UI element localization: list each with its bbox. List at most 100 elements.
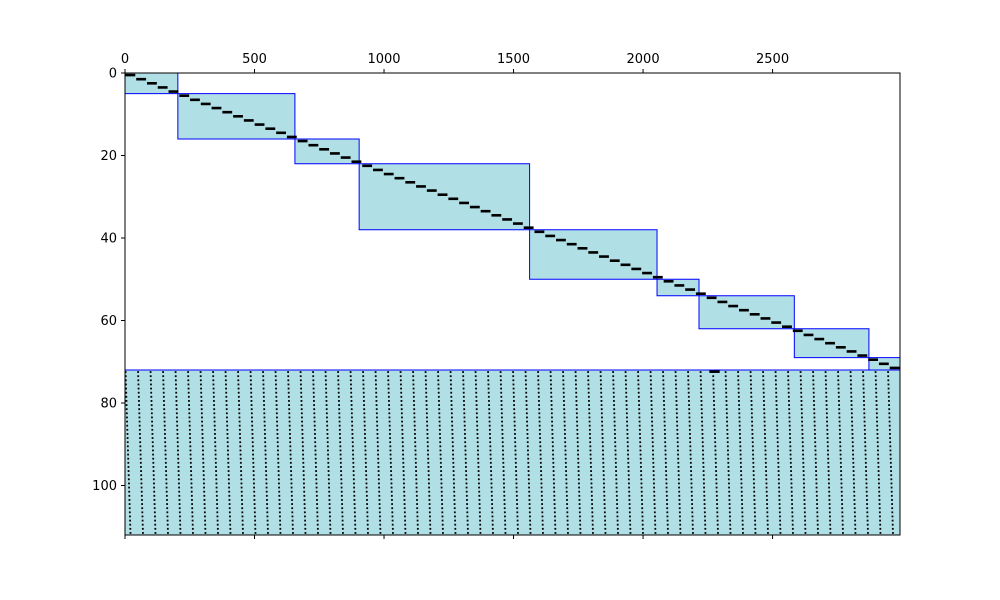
dense-entry — [453, 486, 455, 489]
dense-entry — [741, 503, 743, 505]
dense-entry — [264, 457, 267, 460]
dense-entry — [537, 383, 540, 386]
dense-entry — [741, 523, 744, 526]
dense-entry — [340, 474, 343, 477]
dense-entry — [888, 404, 890, 406]
dense-entry — [462, 387, 465, 390]
dense-entry — [489, 449, 492, 452]
dense-entry — [876, 428, 879, 431]
dense-entry — [316, 519, 319, 522]
dense-entry — [578, 507, 581, 510]
dense-entry — [353, 507, 356, 510]
dense-entry — [713, 408, 716, 411]
diagonal-entry — [620, 263, 631, 267]
dense-entry — [340, 466, 342, 468]
dense-entry — [666, 503, 668, 505]
dense-entry — [604, 532, 607, 534]
dense-entry — [462, 379, 465, 382]
dense-entry — [675, 408, 678, 411]
dense-entry — [579, 519, 581, 522]
dense-entry — [728, 482, 730, 485]
dense-entry — [364, 453, 367, 456]
dense-entry — [214, 441, 217, 444]
dense-entry — [279, 519, 281, 522]
dense-entry — [127, 461, 130, 464]
dense-entry — [262, 375, 265, 378]
dense-entry — [677, 474, 680, 477]
dense-entry — [538, 428, 541, 431]
dense-entry — [453, 494, 456, 497]
dense-entry — [641, 527, 644, 530]
dense-entry — [165, 470, 167, 472]
dense-entry — [490, 494, 493, 497]
dense-entry — [515, 466, 517, 468]
dense-entry — [513, 412, 516, 415]
dense-entry — [490, 470, 492, 472]
dense-entry — [312, 383, 315, 386]
diagonal-entry — [448, 197, 459, 201]
dense-entry — [326, 428, 329, 431]
dense-entry — [627, 461, 630, 464]
dense-entry — [841, 515, 844, 518]
dense-entry — [201, 441, 204, 444]
dense-entry — [187, 379, 190, 382]
dense-entry — [453, 503, 456, 505]
dense-entry — [152, 470, 155, 472]
dense-entry — [303, 486, 305, 489]
dense-entry — [762, 379, 765, 382]
dense-entry — [853, 490, 856, 493]
dense-entry — [629, 523, 632, 526]
dense-entry — [537, 379, 540, 382]
dense-entry — [290, 482, 293, 485]
dense-entry — [415, 482, 418, 485]
dense-entry — [264, 433, 266, 435]
dense-entry — [788, 408, 791, 411]
dense-entry — [876, 416, 878, 419]
dense-entry — [541, 511, 544, 514]
dense-entry — [590, 494, 593, 497]
dense-entry — [841, 511, 844, 514]
dense-entry — [215, 466, 217, 468]
dense-entry — [866, 499, 868, 501]
dense-entry — [466, 519, 469, 522]
dense-entry — [777, 466, 780, 468]
dense-entry — [879, 519, 881, 522]
dense-entry — [663, 404, 665, 406]
dense-entry — [852, 461, 855, 464]
dense-entry — [890, 486, 893, 489]
dense-entry — [491, 503, 493, 505]
dense-entry — [603, 507, 606, 510]
dense-entry — [590, 474, 593, 477]
dense-entry — [341, 527, 344, 530]
dense-entry — [628, 511, 631, 514]
dense-entry — [302, 470, 305, 472]
dense-entry — [465, 474, 468, 477]
dense-entry — [379, 523, 382, 526]
dense-entry — [337, 395, 340, 398]
dense-entry — [603, 511, 606, 514]
dense-entry — [439, 441, 442, 444]
dense-entry — [564, 453, 567, 456]
dense-entry — [528, 499, 531, 501]
dense-entry — [751, 441, 754, 444]
dense-entry — [538, 420, 541, 423]
dense-entry — [500, 400, 503, 402]
dense-entry — [138, 404, 140, 406]
dense-entry — [829, 515, 831, 518]
dense-entry — [441, 527, 444, 530]
dense-entry — [551, 433, 554, 435]
dense-entry — [725, 408, 728, 411]
diagonal-entry — [319, 148, 330, 151]
dense-entry — [838, 400, 840, 402]
dense-entry — [424, 375, 427, 378]
dense-entry — [592, 532, 594, 534]
dense-entry — [251, 416, 253, 419]
dense-entry — [741, 519, 744, 522]
dense-entry — [162, 379, 165, 382]
dense-entry — [602, 478, 605, 481]
dense-entry — [539, 433, 541, 435]
dense-entry — [700, 404, 703, 406]
dense-entry — [479, 515, 481, 518]
dense-entry — [778, 486, 780, 489]
diagonal-entry — [739, 308, 749, 312]
